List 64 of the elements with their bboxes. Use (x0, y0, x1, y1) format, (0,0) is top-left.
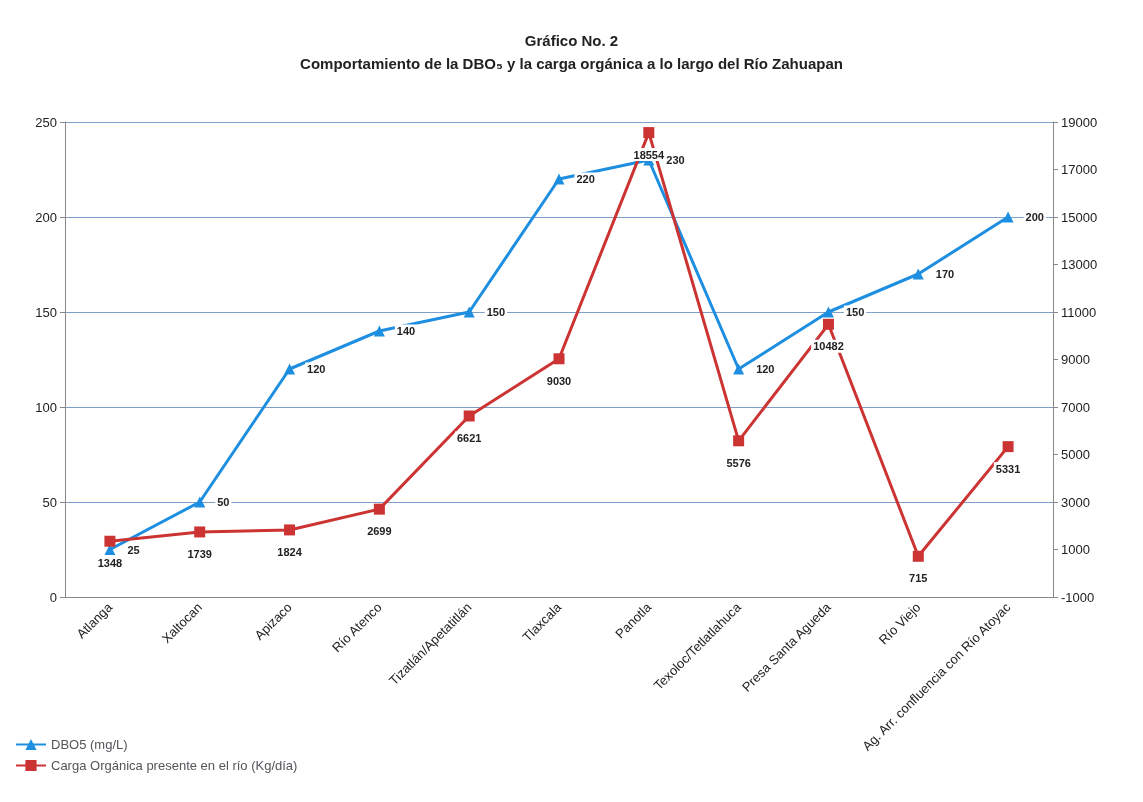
point (733, 435, 745, 447)
point (463, 306, 475, 318)
data-label: 5331 (995, 462, 1021, 475)
y2-tick-label: 9000 (1061, 352, 1090, 367)
legend-label: Carga Orgánica presente en el río (Kg/día) (51, 758, 298, 773)
point (643, 127, 655, 139)
y2-tick-label: 3000 (1061, 494, 1090, 510)
data-label: 120 (307, 363, 326, 375)
y-tick-label: 150 (35, 304, 57, 320)
data-label: 150 (845, 306, 865, 318)
point (1002, 211, 1014, 223)
data-label: 2699 (367, 525, 392, 538)
y-tick-label: 250 (35, 114, 57, 130)
data-label: 25 (127, 543, 140, 556)
point (194, 496, 206, 508)
point (284, 524, 296, 536)
point (553, 173, 565, 185)
data-label: 715 (909, 572, 928, 585)
y2-tick-label: 7000 (1061, 399, 1090, 415)
point (373, 503, 385, 515)
y2-tick-label: 1000 (1061, 542, 1090, 557)
data-label: 18554 (633, 148, 665, 161)
y-tick-label: 200 (35, 209, 57, 225)
data-label: 1824 (277, 545, 303, 558)
y-tick-label: 100 (35, 399, 57, 415)
y-tick-label: 50 (42, 494, 57, 510)
y2-tick-label: 13000 (1061, 257, 1098, 272)
data-label: 150 (486, 306, 506, 318)
data-label: 6621 (456, 432, 482, 444)
data-label: 10482 (813, 340, 844, 353)
data-label: 230 (666, 154, 685, 166)
y2-tick-label: -1000 (1061, 589, 1095, 605)
x-tick-label: Río Viejo (875, 599, 924, 648)
legend-label: DBO5 (mg/L) (51, 737, 128, 752)
point (912, 268, 924, 280)
point (104, 535, 116, 547)
y2-tick-label: 11000 (1061, 304, 1097, 320)
point (733, 363, 745, 375)
data-label: 50 (217, 496, 230, 508)
data-label: 9030 (546, 374, 572, 387)
point (822, 318, 834, 330)
data-label: 5576 (726, 456, 751, 469)
data-label: 1348 (97, 557, 123, 570)
chart-title: Gráfico No. 2 (524, 32, 619, 49)
point (822, 306, 834, 318)
y2-tick-label: 19000 (1061, 114, 1098, 130)
point (373, 325, 385, 337)
data-label: 200 (1025, 211, 1044, 223)
data-label: 140 (396, 325, 416, 337)
data-label: 120 (756, 363, 775, 375)
data-label: 1739 (187, 547, 212, 560)
chart-subtitle: Comportamiento de la DBO₅ y la carga orgánica a lo largo del Río Zahuapan (300, 55, 843, 72)
point (463, 410, 475, 422)
y2-tick-label: 17000 (1061, 162, 1098, 177)
y2-tick-label: 5000 (1061, 447, 1090, 462)
point (194, 526, 206, 538)
y2-tick-label: 15000 (1061, 209, 1098, 225)
y-tick-label: 0 (49, 589, 57, 605)
point (553, 353, 565, 365)
data-label: 170 (935, 268, 955, 280)
point (1002, 441, 1014, 453)
point (284, 363, 296, 375)
data-label: 220 (576, 173, 595, 185)
point (912, 550, 924, 562)
